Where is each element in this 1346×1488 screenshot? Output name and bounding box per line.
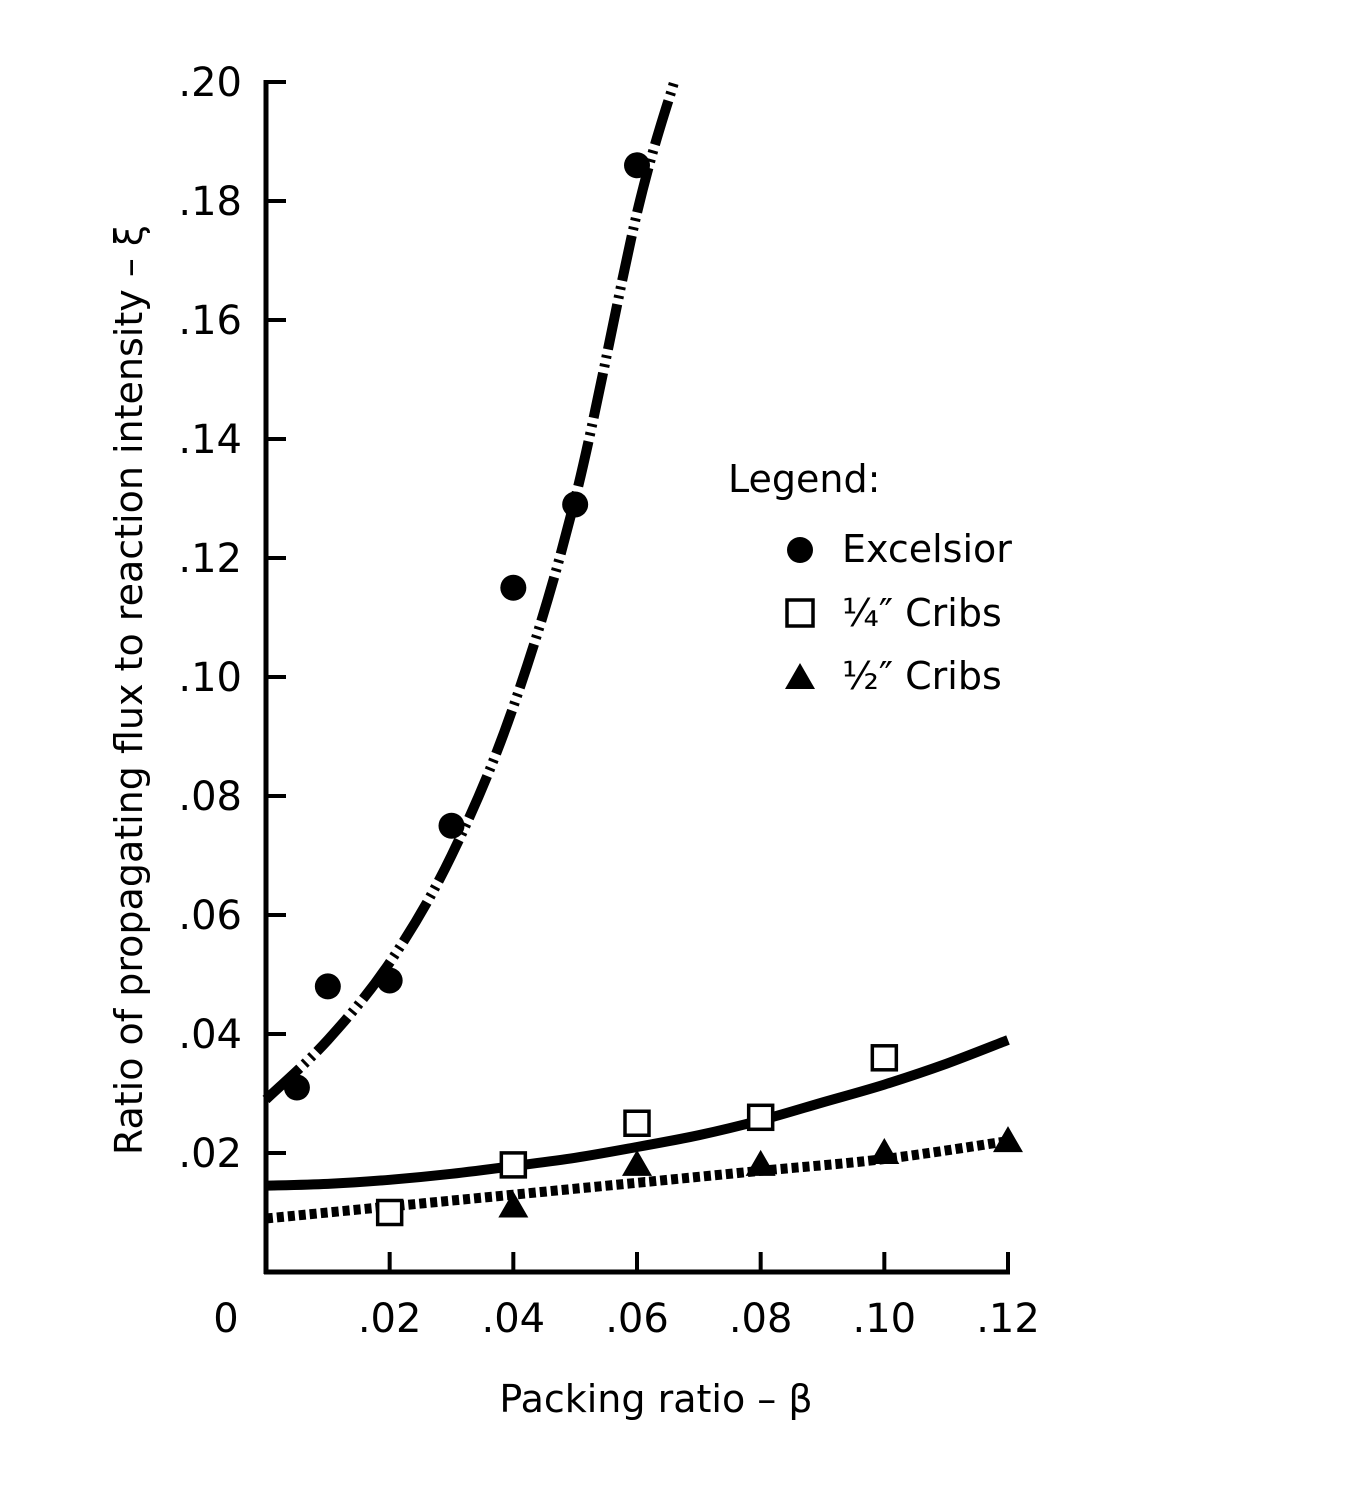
x-tick-label: 0 — [213, 1296, 238, 1342]
y-tick-label: .16 — [178, 298, 242, 344]
data-point-half-cribs — [993, 1126, 1023, 1153]
fit-line-excelsior — [262, 80, 679, 1104]
x-tick-label: .08 — [729, 1296, 793, 1342]
data-point-half-cribs — [745, 1149, 776, 1176]
legend: Legend: Excelsior ¼″ Cribs ½″ Cribs — [728, 457, 1012, 698]
data-point-half-cribs — [498, 1191, 529, 1218]
x-tick-label: .02 — [358, 1296, 422, 1342]
data-point-excelsior — [314, 973, 341, 1000]
data-point-half-cribs — [869, 1138, 900, 1164]
axes: .02.04.06.08.10.12.14.16.18.20 0.02.04.0… — [178, 60, 1039, 1342]
x-tick-label: .10 — [853, 1296, 917, 1342]
data-point-excelsior — [624, 152, 650, 179]
data-point-quarter-cribs — [499, 1151, 528, 1179]
y-tick-label: .10 — [178, 655, 242, 701]
x-tick-label: .04 — [482, 1296, 546, 1342]
x-axis-title: Packing ratio – β — [499, 1377, 812, 1421]
data-point-excelsior — [376, 967, 403, 994]
y-axis-title: Ratio of propagating flux to reaction in… — [107, 225, 151, 1155]
fit-line-quarter-cribs — [265, 1035, 1010, 1191]
data-point-quarter-cribs — [870, 1044, 899, 1072]
y-tick-label: .12 — [178, 536, 242, 582]
data-point-quarter-cribs — [375, 1198, 404, 1227]
legend-title: Legend: — [728, 457, 880, 501]
legend-marker-half-cribs — [785, 663, 815, 689]
x-tick-label: .12 — [976, 1296, 1040, 1342]
y-tick-label: .08 — [178, 774, 242, 820]
y-tick-label: .04 — [178, 1012, 242, 1058]
y-tick-label: .14 — [178, 417, 242, 463]
legend-label-half-cribs: ½″ Cribs — [842, 654, 1002, 698]
data-point-excelsior — [283, 1074, 310, 1101]
legend-label-excelsior: Excelsior — [842, 527, 1012, 571]
x-tick-label: .06 — [605, 1296, 669, 1342]
data-point-quarter-cribs — [623, 1109, 651, 1137]
y-tick-label: .06 — [178, 893, 242, 939]
y-ticks: .02 .04 .06 .08 .10 .12 .14 .16 .18 .20 — [178, 60, 286, 1177]
data-point-excelsior — [500, 574, 527, 601]
y-tick-label: .02 — [178, 1131, 242, 1177]
data-point-quarter-cribs — [746, 1103, 775, 1132]
legend-marker-quarter-cribs — [785, 598, 815, 628]
data-point-excelsior — [438, 812, 465, 839]
x-ticks: 0 .02 .04 .06 .08 .10 .12 — [213, 1252, 1040, 1342]
data-point-excelsior — [562, 491, 589, 518]
y-tick-label: .20 — [178, 60, 242, 106]
legend-marker-excelsior — [787, 537, 813, 563]
legend-label-quarter-cribs: ¼″ Cribs — [842, 591, 1002, 635]
y-tick-label: .18 — [178, 179, 242, 225]
data-point-half-cribs — [622, 1149, 652, 1176]
markers — [283, 152, 1023, 1227]
